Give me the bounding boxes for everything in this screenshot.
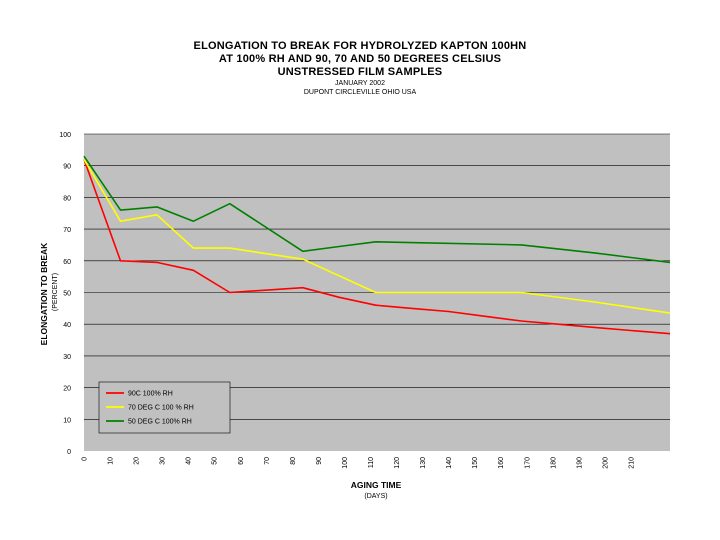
chart-title: ELONGATION TO BREAK FOR HYDROLYZED KAPTO…: [193, 40, 527, 52]
y-tick-label: 100: [59, 132, 71, 139]
x-tick-label: 90: [316, 457, 323, 465]
x-tick-label: 40: [186, 457, 193, 465]
chart-subtitle-1: AT 100% RH AND 90, 70 AND 50 DEGREES CEL…: [218, 53, 502, 65]
y-tick-label: 10: [63, 417, 71, 424]
legend-label: 90C 100% RH: [128, 391, 173, 398]
x-axis-label: AGING TIME: [351, 480, 402, 490]
y-tick-label: 60: [63, 259, 71, 266]
x-tick-label: 160: [498, 457, 505, 469]
chart-subtitle-2: UNSTRESSED FILM SAMPLES: [277, 66, 443, 78]
y-tick-label: 50: [63, 291, 71, 298]
x-tick-label: 120: [394, 457, 401, 469]
chart-note-date: JANUARY 2002: [335, 80, 385, 87]
x-tick-label: 110: [368, 457, 375, 468]
legend-label: 50 DEG C 100% RH: [128, 419, 192, 426]
x-tick-label: 130: [420, 457, 427, 469]
x-tick-label: 210: [628, 457, 635, 469]
series-lines: [83, 155, 671, 335]
x-axis-ticks: 0 10 20 30 40 50 60 70 80 90 100 110 120 130 140 150 160…: [82, 457, 636, 469]
x-tick-label: 70: [264, 457, 271, 465]
y-axis-label: ELONGATION TO BREAK: [39, 242, 49, 345]
y-tick-label: 90: [63, 164, 71, 171]
y-axis-sublabel: (PERCENT): [52, 273, 59, 311]
x-tick-label: 20: [134, 457, 141, 465]
x-tick-label: 30: [160, 457, 167, 465]
x-tick-label: 80: [290, 457, 297, 465]
chart-note-location: DUPONT CIRCLEVILLE OHIO USA: [303, 89, 417, 96]
x-tick-label: 200: [602, 457, 609, 469]
x-tick-label: 50: [212, 457, 219, 465]
y-axis-ticks: 0 10 20 30 40 50 60 70 80 90 100: [59, 132, 71, 456]
series-line-2: [83, 158, 671, 314]
x-axis-sublabel: (DAYS): [364, 493, 387, 500]
x-tick-label: 100: [342, 457, 349, 469]
series-line-1: [83, 159, 671, 335]
title-block: ELONGATION TO BREAK FOR HYDROLYZED KAPTO…: [0, 40, 720, 97]
legend-items: 90C 100% RH 70 DEG C 100 % RH 50 DEG C 100…: [106, 391, 194, 426]
x-tick-label: 140: [446, 457, 453, 469]
y-tick-label: 30: [63, 354, 71, 361]
legend: 90C 100% RH 70 DEG C 100 % RH 50 DEG C 100…: [98, 381, 231, 434]
y-tick-label: 40: [63, 322, 71, 329]
x-tick-label: 190: [576, 457, 583, 469]
y-tick-label: 20: [63, 386, 71, 393]
x-tick-label: 0: [82, 457, 89, 461]
series-line-3: [83, 155, 671, 264]
x-tick-label: 10: [108, 457, 115, 465]
x-tick-label: 180: [550, 457, 557, 469]
gridlines: [84, 133, 670, 420]
y-tick-label: 0: [67, 449, 71, 456]
y-tick-label: 80: [63, 195, 71, 202]
legend-label: 70 DEG C 100 % RH: [128, 405, 194, 412]
x-tick-label: 150: [472, 457, 479, 469]
y-tick-label: 70: [63, 227, 71, 234]
x-tick-label: 170: [524, 457, 531, 469]
x-tick-label: 60: [238, 457, 245, 465]
